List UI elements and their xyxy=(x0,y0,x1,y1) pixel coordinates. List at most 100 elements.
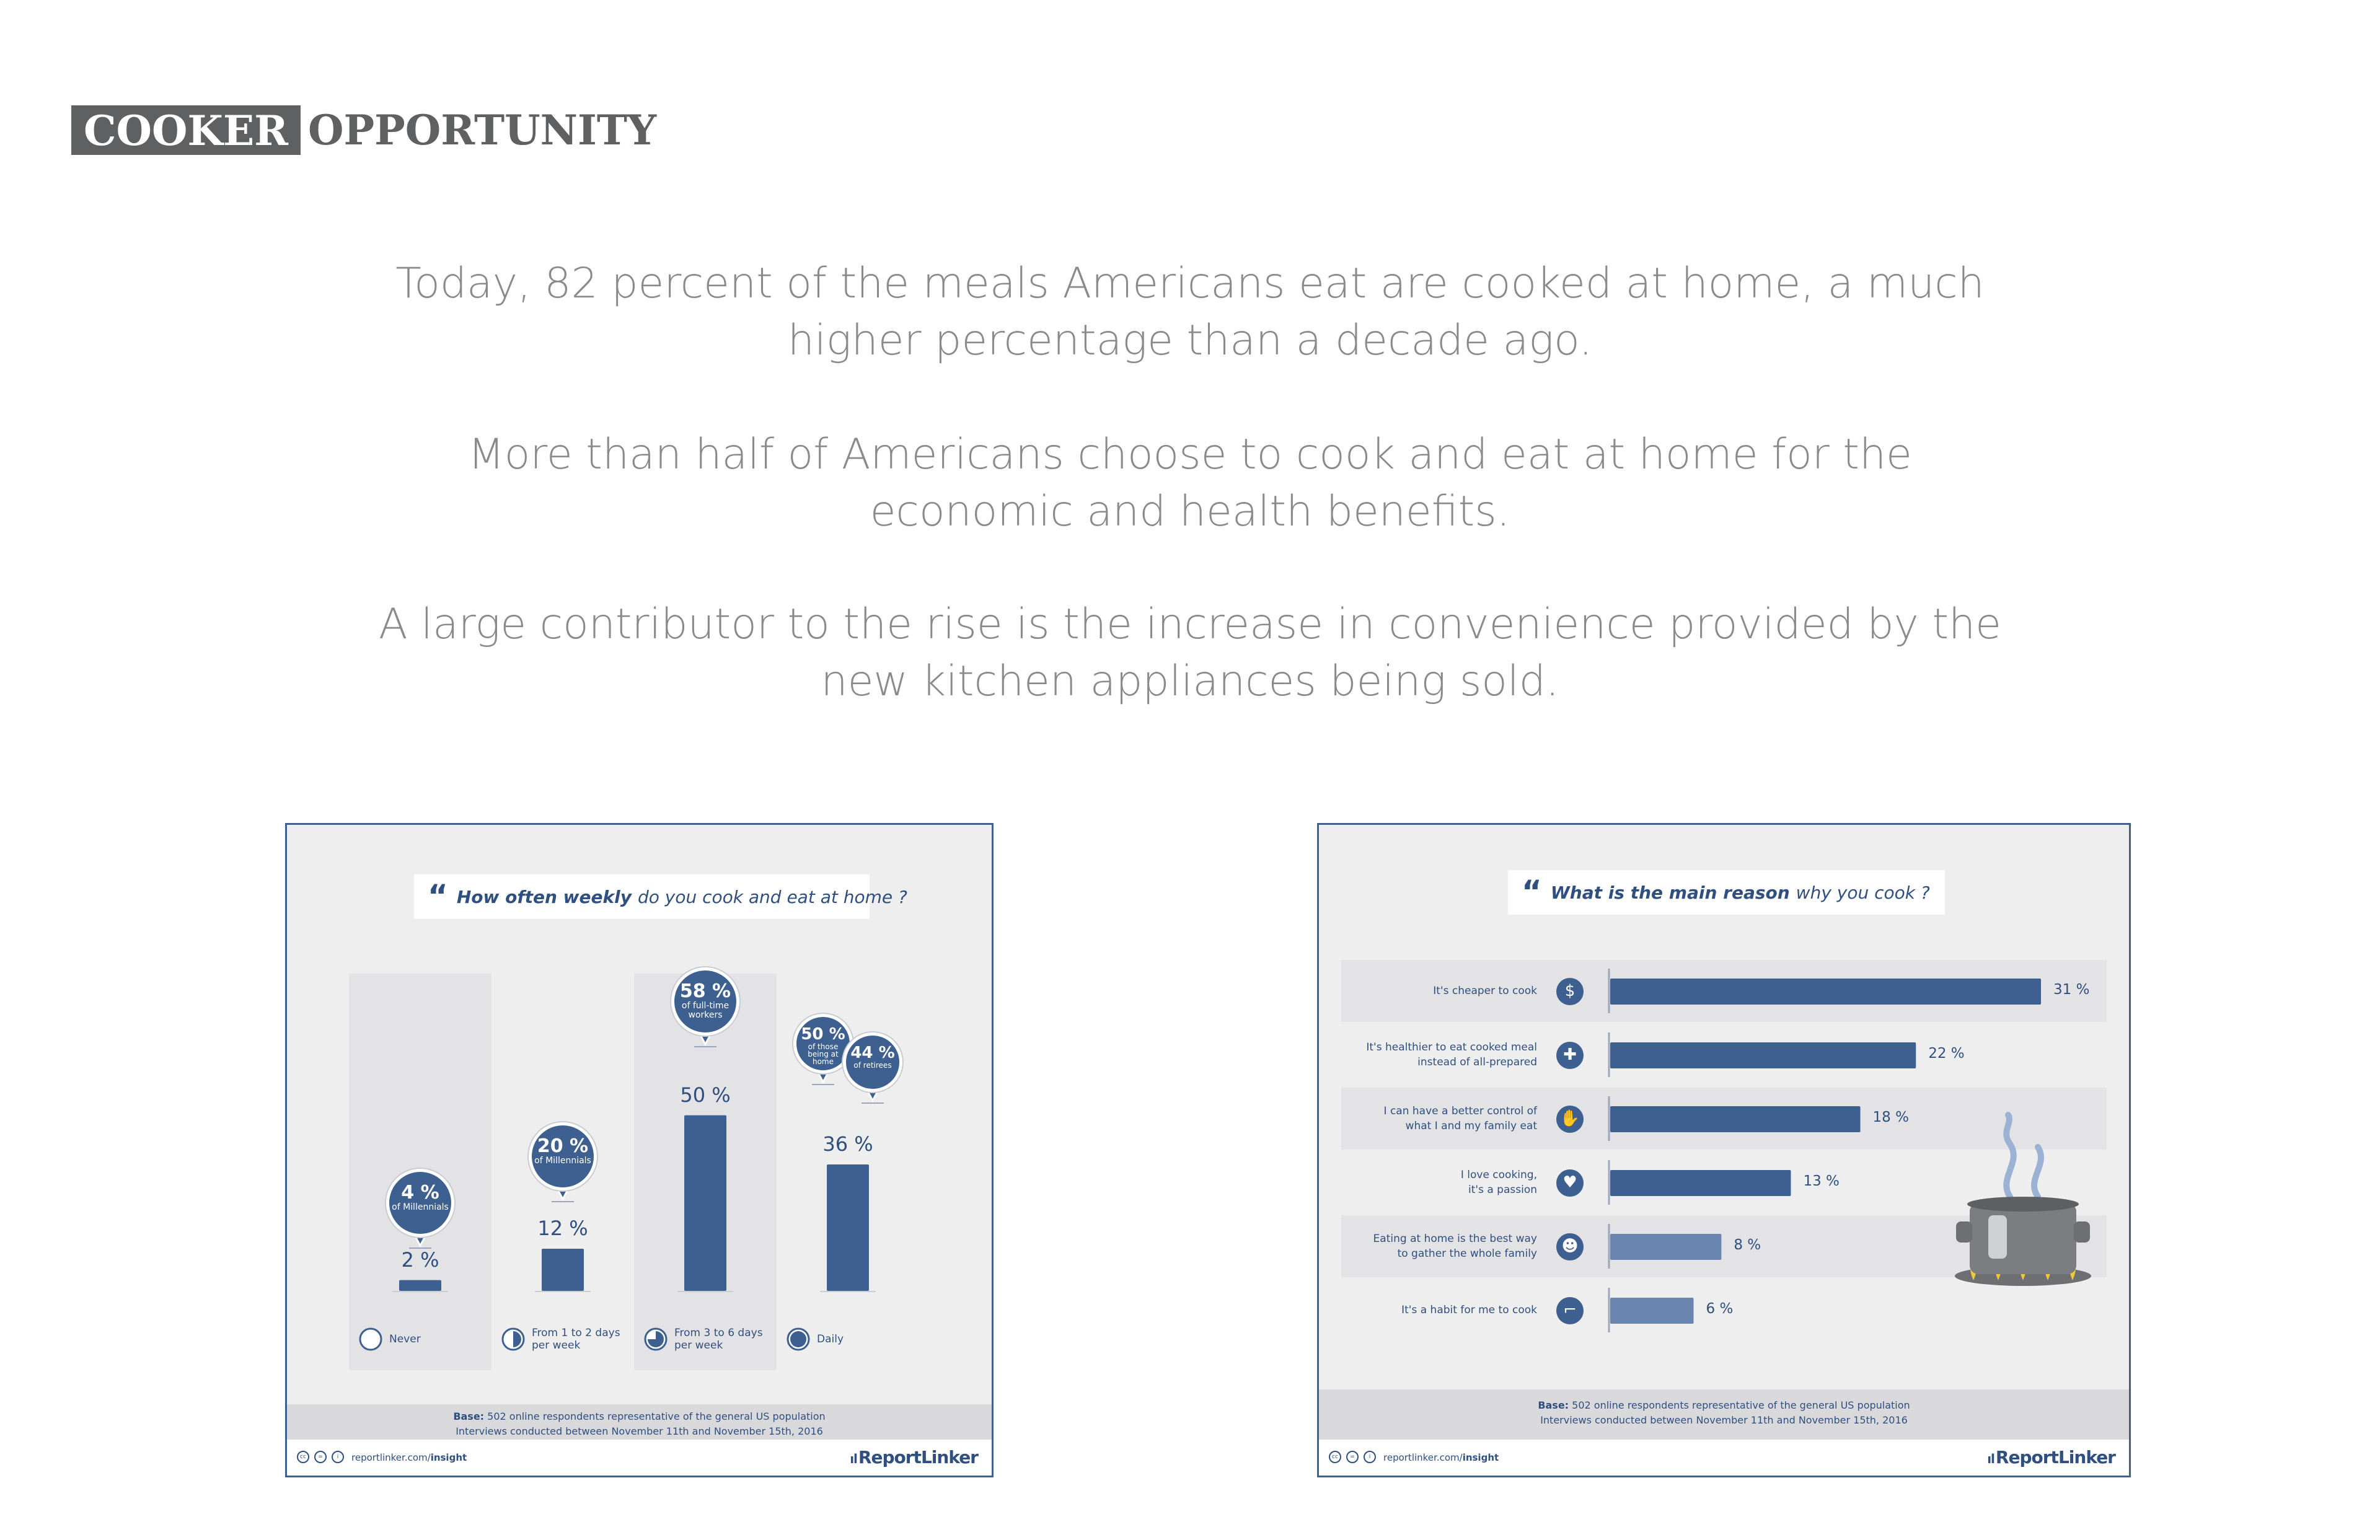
base-text: 502 online respondents representative of… xyxy=(487,1410,826,1422)
base-note: Base: 502 online respondents representat… xyxy=(1319,1389,2129,1443)
apple-hand-icon: ✋ xyxy=(1559,1109,1580,1128)
intro-paragraph-1: Today, 82 percent of the meals Americans… xyxy=(0,255,2380,369)
intro-paragraph-3: A large contributor to the rise is the i… xyxy=(0,596,2380,710)
brand-logo: ılReportLinker xyxy=(850,1447,979,1467)
heading-rest: OPPORTUNITY xyxy=(308,106,657,154)
cook-reason-chart xyxy=(1341,960,2107,1332)
steam-icon xyxy=(2031,1144,2044,1200)
bar-value-label: 6 % xyxy=(1706,1301,1734,1317)
callout-badge: 50 % of those being at home xyxy=(793,1014,853,1073)
health-cross-icon: ✚ xyxy=(1563,1045,1577,1064)
category-label-line: what I and my family eat xyxy=(1405,1120,1537,1132)
category-label-line: I love cooking, xyxy=(1460,1169,1537,1181)
footer-link[interactable]: reportlinker.com/insight xyxy=(351,1452,467,1463)
callout-label: of retirees xyxy=(853,1061,892,1070)
section-heading: COOKER OPPORTUNITY xyxy=(71,105,656,155)
intro-line: higher percentage than a decade ago. xyxy=(787,316,1593,365)
bar-value-label: 36 % xyxy=(822,1132,873,1156)
steam-icon xyxy=(2003,1112,2017,1200)
interviews-note: Interviews conducted between November 11… xyxy=(456,1425,823,1437)
bar-value-label: 12 % xyxy=(537,1217,588,1240)
pot-handle-icon xyxy=(1956,1221,1972,1243)
bar-value-label: 18 % xyxy=(1872,1109,1909,1125)
callout-badge: 44 % of retirees xyxy=(843,1032,902,1092)
question-emphasis: What is the main reason xyxy=(1550,882,1790,903)
callout-label: of Millennials xyxy=(534,1156,591,1166)
intro-line: A large contributor to the rise is the i… xyxy=(379,600,2001,649)
apple-hand-icon xyxy=(1556,1106,1584,1133)
question-emphasis: How often weekly xyxy=(456,886,632,907)
category-label-line: it's a passion xyxy=(1468,1184,1537,1196)
question-text: why you cook ? xyxy=(1796,882,1930,903)
base-label: Base: xyxy=(1538,1399,1569,1411)
question-box: “ What is the main reason why you cook ? xyxy=(1508,870,1945,915)
footer-link[interactable]: reportlinker.com/insight xyxy=(1383,1452,1499,1463)
base-note: Base: 502 online respondents representat… xyxy=(287,1404,992,1443)
bar xyxy=(1610,1170,1791,1196)
pot-highlight-icon xyxy=(1988,1215,2007,1259)
bar xyxy=(684,1115,726,1291)
legend-label-line: Never xyxy=(389,1333,421,1345)
quote-icon: “ xyxy=(428,878,448,914)
coins-icon: $ xyxy=(1564,982,1576,1000)
heart-pot-icon xyxy=(1556,1169,1584,1197)
callout-value: 50 % xyxy=(801,1025,845,1044)
callout-label: of full-time workers xyxy=(681,1001,729,1020)
callout-badge: 58 % of full-time workers xyxy=(671,967,739,1036)
cc-icon: cc xyxy=(297,1451,309,1463)
legend-dial-fill xyxy=(648,1331,664,1347)
heart-pot-icon: ♥ xyxy=(1562,1173,1577,1192)
category-label-line: It's a habit for me to cook xyxy=(1401,1304,1537,1316)
legend-label-line: From 1 to 2 days xyxy=(532,1327,620,1339)
pot-handle-icon xyxy=(2074,1221,2090,1243)
base-label: Base: xyxy=(453,1410,485,1422)
pan-icon xyxy=(1556,1297,1584,1324)
category-label: It's a habit for me to cook xyxy=(1333,1303,1537,1318)
bar-value-label: 50 % xyxy=(680,1083,731,1107)
family-icon xyxy=(1556,1233,1584,1261)
info-icon: i xyxy=(1364,1451,1376,1463)
intro-line: More than half of Americans choose to co… xyxy=(468,430,1912,479)
cook-reason-chart-panel: “ What is the main reason why you cook ?… xyxy=(1317,823,2131,1477)
category-label-line: It's cheaper to cook xyxy=(1433,985,1537,997)
cc-icon: cc xyxy=(1329,1451,1341,1463)
intro-line: economic and health benefits. xyxy=(870,487,1510,536)
legend-label-line: From 3 to 6 days xyxy=(674,1327,763,1339)
category-label: It's healthier to eat cooked meal instead… xyxy=(1333,1040,1537,1070)
question-box: “ How often weekly do you cook and eat a… xyxy=(414,874,907,919)
bar xyxy=(542,1249,584,1291)
bar xyxy=(1610,1106,1861,1132)
quote-icon: “ xyxy=(1522,874,1542,910)
nd-icon: = xyxy=(1346,1451,1359,1463)
legend-label-line: Daily xyxy=(817,1333,844,1345)
bar xyxy=(1610,1234,1722,1260)
category-label-line: to gather the whole family xyxy=(1397,1247,1537,1260)
bar-value-label: 2 % xyxy=(401,1247,439,1272)
health-cross-icon xyxy=(1556,1042,1584,1069)
category-label: Eating at home is the best way to gather … xyxy=(1333,1231,1537,1261)
bar xyxy=(827,1164,869,1291)
category-label-line: I can have a better control of xyxy=(1383,1105,1537,1117)
callout-badge: 20 % of Millennials xyxy=(529,1122,597,1190)
callout-badge: 4 % of Millennials xyxy=(386,1169,454,1237)
cook-frequency-chart-panel: “ How often weekly do you cook and eat a… xyxy=(285,823,994,1477)
bar xyxy=(1610,1298,1694,1324)
bar-value-label: 13 % xyxy=(1803,1173,1840,1189)
question-text: do you cook and eat at home ? xyxy=(637,886,907,907)
interviews-note: Interviews conducted between November 11… xyxy=(1540,1414,1908,1426)
category-label: I can have a better control of what I and… xyxy=(1333,1104,1537,1133)
callout-label: of those being at home xyxy=(808,1042,839,1066)
bar-value-label: 31 % xyxy=(2053,982,2090,998)
legend-label: Daily xyxy=(817,1333,844,1345)
callout-value: 58 % xyxy=(679,980,731,1002)
bar-value-label: 8 % xyxy=(1734,1237,1761,1253)
bar xyxy=(399,1280,441,1291)
panel-footer: cc = i reportlinker.com/insight ılReport… xyxy=(287,1440,992,1476)
info-icon: i xyxy=(332,1451,344,1463)
callout-label: of Millennials xyxy=(392,1202,449,1212)
legend-label: From 3 to 6 days per week xyxy=(674,1327,763,1352)
callout-value: 44 % xyxy=(850,1044,895,1062)
cook-frequency-chart xyxy=(349,974,884,1370)
category-label-line: instead of all-prepared xyxy=(1417,1056,1537,1068)
cooking-pot-illustration xyxy=(1955,1112,2091,1286)
